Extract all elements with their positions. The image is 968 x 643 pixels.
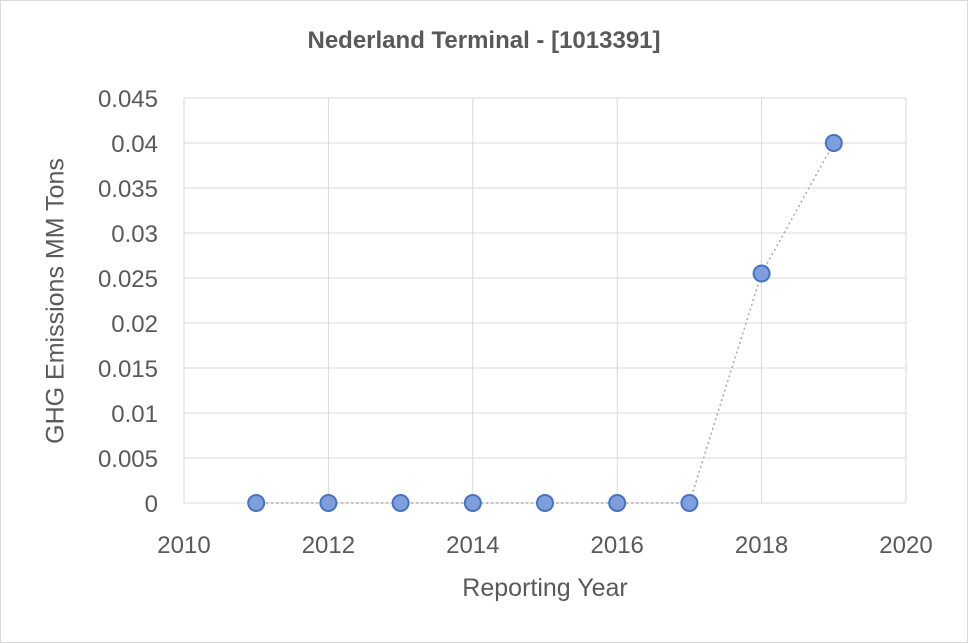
- trend-line: [256, 142, 835, 504]
- data-point: [680, 494, 699, 512]
- data-point: [391, 494, 410, 512]
- x-tick-label: 2020: [879, 532, 932, 559]
- x-tick-label: 2016: [591, 532, 644, 559]
- y-tick-label: 0.025: [98, 266, 158, 293]
- y-tick-label: 0.02: [111, 311, 158, 338]
- chart-title: Nederland Terminal - [1013391]: [307, 27, 661, 54]
- y-tick-label: 0.005: [98, 446, 158, 473]
- x-tick-label: 2010: [157, 532, 210, 559]
- data-point: [608, 494, 627, 512]
- x-tick-label: 2014: [446, 532, 499, 559]
- x-tick-label: 2018: [735, 532, 788, 559]
- data-point: [536, 494, 554, 512]
- x-axis-label: Reporting Year: [462, 574, 628, 602]
- y-tick-label: 0: [145, 491, 158, 518]
- data-point: [247, 494, 266, 512]
- x-tick-label: 2012: [302, 532, 355, 559]
- data-point: [752, 264, 771, 283]
- data-point: [463, 494, 482, 512]
- y-tick-label: 0.045: [98, 86, 158, 113]
- y-tick-label: 0.015: [98, 356, 158, 383]
- y-tick-label: 0.04: [111, 131, 158, 158]
- y-tick-label: 0.01: [111, 401, 158, 428]
- y-tick-label: 0.035: [98, 176, 158, 203]
- data-point: [824, 134, 843, 152]
- y-tick-label: 0.03: [111, 221, 158, 248]
- data-point: [319, 494, 338, 512]
